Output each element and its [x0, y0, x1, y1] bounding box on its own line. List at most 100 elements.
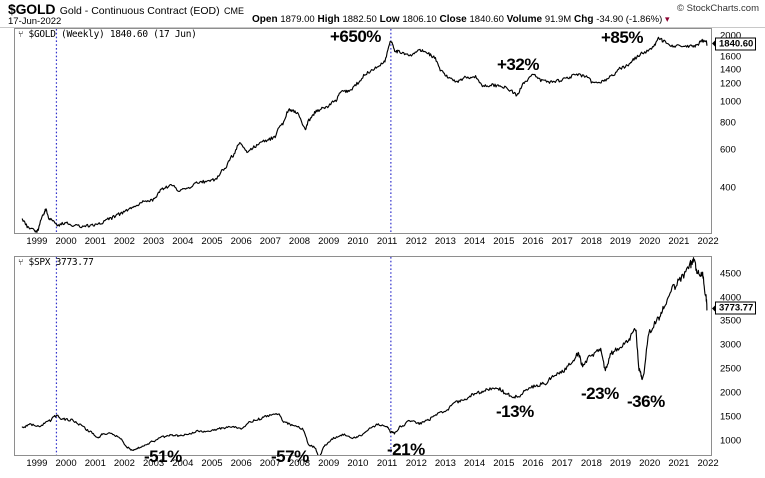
x-tick: 2019 [609, 236, 632, 247]
y-tick: 1000 [720, 96, 742, 108]
x-tick: 2013 [434, 236, 456, 247]
x-tick: 2006 [230, 458, 252, 469]
x-tick: 2016 [522, 458, 544, 469]
x-tick: 2003 [143, 236, 165, 247]
spx-plot-label: ⑂ $SPX 3773.77 [18, 257, 94, 268]
x-tick: 2020 [639, 458, 661, 469]
x-tick: 2002 [113, 458, 135, 469]
high-label: High [317, 14, 340, 25]
candlestick-glyph-icon: ⑂ [18, 30, 24, 40]
spx-x-axis: 1999 2000 2001 2002 2003 2004 2005 2006 2007 2008… [14, 458, 718, 472]
quote-date: 17-Jun-2022 [8, 16, 62, 27]
x-tick: 2022 [697, 236, 719, 247]
gold-plot-label-text: $GOLD (Weekly) 1840.60 (17 Jun) [28, 29, 197, 40]
y-tick: 1400 [720, 64, 742, 76]
y-tick: 4000 [720, 292, 742, 304]
y-tick: 400 [720, 182, 736, 194]
x-tick: 2000 [55, 236, 77, 247]
x-tick: 2004 [172, 458, 194, 469]
x-tick: 2011 [376, 236, 398, 247]
x-tick: 2002 [113, 236, 135, 247]
x-tick: 1999 [26, 236, 48, 247]
x-tick: 2010 [347, 236, 369, 247]
x-tick: 2015 [493, 236, 515, 247]
y-tick: 1600 [720, 51, 742, 63]
x-tick: 2021 [668, 236, 690, 247]
x-tick: 2005 [201, 458, 223, 469]
symbol-ticker[interactable]: $GOLD [8, 1, 56, 17]
x-tick: 2009 [318, 458, 340, 469]
x-tick: 2017 [551, 458, 573, 469]
x-tick: 2008 [288, 236, 311, 247]
gold-plot-label: ⑂ $GOLD (Weekly) 1840.60 (17 Jun) [18, 29, 197, 40]
gold-annotation: +32% [497, 55, 539, 74]
y-tick: 3000 [720, 339, 742, 351]
volume-value: 91.9M [544, 14, 572, 25]
gold-price-panel[interactable] [14, 28, 712, 234]
low-label: Low [379, 14, 400, 25]
close-label: Close [439, 14, 467, 25]
header-divider [0, 26, 765, 28]
x-tick: 2001 [84, 236, 106, 247]
x-tick: 2014 [464, 458, 486, 469]
x-tick: 2000 [55, 458, 77, 469]
symbol-exchange: CME [224, 6, 245, 16]
x-tick: 2022 [697, 458, 719, 469]
y-tick: 1500 [720, 411, 742, 423]
last-price-badge: 3773.77 [711, 301, 757, 315]
y-tick: 3500 [720, 315, 742, 327]
chg-down-arrow-icon: ▾ [665, 14, 670, 24]
spx-plot-label-text: $SPX 3773.77 [28, 257, 94, 268]
x-tick: 2015 [493, 458, 515, 469]
spx-y-axis: 4500 4000 3500 3000 2500 2000 1500 1000 3773.77 [711, 256, 765, 456]
low-value: 1806.10 [402, 14, 437, 25]
x-tick: 2005 [201, 236, 223, 247]
open-label: Open [252, 14, 278, 25]
y-tick: 2000 [720, 387, 742, 399]
spx-price-panel[interactable] [14, 256, 712, 456]
spx-annotation: -51% [144, 447, 182, 466]
spx-annotation: -23% [581, 384, 619, 403]
quote-bar: Open 1879.00 High 1882.50 Low 1806.10 Cl… [252, 14, 670, 25]
open-value: 1879.00 [280, 14, 315, 25]
x-tick: 1999 [26, 458, 48, 469]
spx-annotation: -36% [627, 392, 665, 411]
x-tick: 2021 [668, 458, 690, 469]
x-tick: 2009 [318, 236, 340, 247]
gold-x-axis: 1999 2000 2001 2002 2003 2004 2005 2006 2007 2008… [14, 236, 718, 250]
stockcharts-credit: © StockCharts.com [677, 3, 759, 14]
chg-label: Chg [574, 14, 594, 25]
symbol-description: Gold - Continuous Contract (EOD) [59, 5, 220, 17]
y-tick: 600 [720, 144, 736, 156]
gold-annotation: +650% [330, 27, 381, 46]
x-tick: 2003 [143, 458, 165, 469]
spx-annotation: -21% [387, 440, 425, 459]
chart-header: $GOLD Gold - Continuous Contract (EOD) C… [0, 0, 765, 28]
x-tick: 2019 [609, 458, 632, 469]
y-tick: 1200 [720, 78, 742, 90]
x-tick: 2018 [580, 458, 602, 469]
x-tick: 2007 [259, 458, 281, 469]
x-tick: 2008 [288, 458, 311, 469]
gold-y-axis: 2000 1600 1400 1200 1000 800 600 400 1840.60 [711, 28, 765, 234]
x-tick: 2012 [405, 458, 427, 469]
x-tick: 2016 [522, 236, 544, 247]
x-tick: 2018 [580, 236, 602, 247]
spx-annotation: -13% [496, 402, 534, 421]
x-tick: 2006 [230, 236, 252, 247]
gold-annotation: +85% [601, 28, 643, 47]
x-tick: 2017 [551, 236, 573, 247]
spx-annotation: -57% [271, 447, 309, 466]
x-tick: 2007 [259, 236, 281, 247]
x-tick: 2001 [84, 458, 106, 469]
x-tick: 2013 [434, 458, 456, 469]
y-tick: 2500 [720, 363, 742, 375]
y-tick: 2000 [720, 30, 742, 42]
last-price-badge: 1840.60 [711, 37, 757, 51]
y-tick: 4500 [720, 268, 742, 280]
x-tick: 2020 [639, 236, 661, 247]
x-tick: 2011 [376, 458, 398, 469]
chg-value: -34.90 (-1.86%) [596, 14, 663, 25]
symbol-line: $GOLD Gold - Continuous Contract (EOD) C… [8, 1, 244, 19]
